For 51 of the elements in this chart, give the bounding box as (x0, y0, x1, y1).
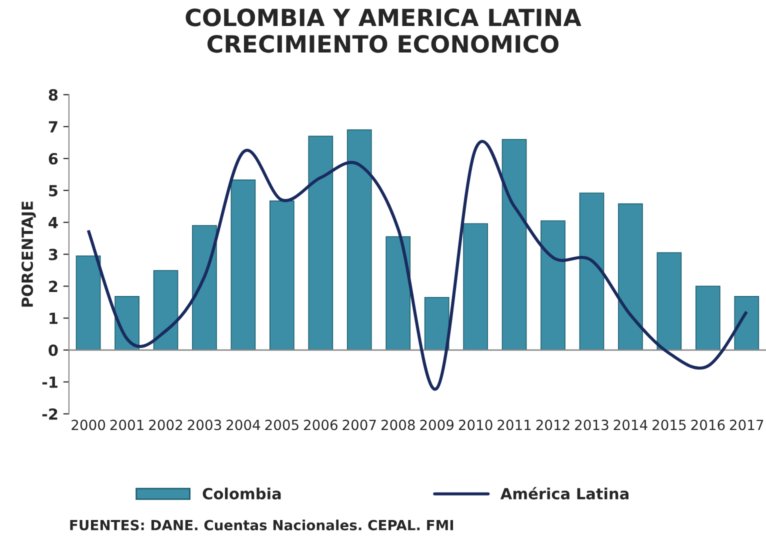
bar (540, 220, 566, 350)
x-tick-label: 2010 (458, 420, 492, 430)
x-tick-label: 2006 (304, 420, 338, 430)
bar (153, 270, 178, 350)
x-tick-label: 2001 (110, 420, 144, 430)
bar (579, 192, 604, 350)
x-tick-label: 2014 (614, 420, 648, 430)
x-tick-label: 2007 (342, 420, 376, 430)
y-tick-label: 2 (49, 280, 58, 292)
bar (76, 255, 101, 350)
bar (346, 129, 372, 350)
x-tick-label: 2003 (188, 420, 222, 430)
y-tick-label: 0 (48, 344, 58, 356)
y-axis-title: PORCENTAJE (21, 202, 36, 307)
y-tick-label: -2 (42, 408, 58, 420)
bar (695, 286, 720, 350)
x-tick-label: 2005 (265, 420, 298, 430)
x-tick-label: 2012 (536, 420, 570, 430)
y-tick-label: 8 (48, 89, 58, 101)
x-tick-label: 2011 (498, 420, 531, 430)
bar (192, 225, 217, 350)
x-tick-label: 2017 (730, 420, 764, 430)
bar (308, 136, 334, 350)
y-tick-label: 3 (48, 248, 58, 260)
y-tick-label: -1 (42, 376, 58, 388)
chart-title: COLOMBIA Y AMERICA LATINA CRECIMIENTO ECONOMICO (186, 8, 582, 53)
bar (386, 236, 411, 350)
x-tick-label: 2013 (575, 420, 608, 430)
bar (230, 179, 256, 350)
y-tick-label: 1 (50, 312, 58, 324)
y-tick-label: 7 (48, 121, 58, 132)
x-tick-label: 2009 (420, 420, 454, 430)
x-tick-label: 2004 (226, 420, 260, 430)
legend-label: América Latina (500, 487, 628, 500)
bar (270, 200, 294, 350)
bar (656, 252, 682, 350)
x-tick-label: 2015 (652, 420, 686, 430)
bar (618, 203, 643, 350)
x-tick-label: 2016 (691, 420, 725, 430)
x-tick-label: 2008 (381, 420, 415, 430)
bar (424, 296, 450, 350)
bar (502, 138, 527, 350)
legend-label: Colombia (202, 488, 281, 500)
x-tick-label: 2002 (149, 420, 182, 430)
y-tick-label: 5 (49, 185, 58, 196)
source-note: FUENTES: DANE. Cuentas Nacionales. CEPAL. FMI (70, 520, 454, 530)
x-tick-label: 2000 (72, 420, 106, 430)
y-tick-label: 6 (48, 152, 58, 165)
bar (734, 296, 760, 350)
bar (463, 223, 488, 350)
y-tick-label: 4 (48, 217, 58, 228)
